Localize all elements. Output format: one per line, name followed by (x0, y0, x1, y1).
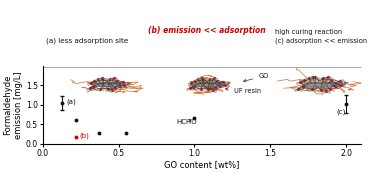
Polygon shape (96, 83, 131, 85)
Polygon shape (191, 84, 226, 87)
Text: UF resin: UF resin (225, 88, 261, 94)
Text: (b): (b) (80, 133, 90, 139)
Text: HCHO: HCHO (176, 119, 197, 125)
Polygon shape (91, 84, 126, 87)
Text: (a) less adsorption site: (a) less adsorption site (46, 37, 128, 44)
Polygon shape (194, 83, 229, 86)
Text: (a): (a) (66, 99, 76, 105)
Text: (c): (c) (336, 109, 346, 115)
Text: (b) emission << adsorption: (b) emission << adsorption (148, 25, 265, 34)
Text: GO: GO (243, 73, 269, 82)
Polygon shape (300, 84, 343, 87)
Polygon shape (93, 83, 129, 86)
Text: (c) adsorption << emission: (c) adsorption << emission (276, 37, 367, 44)
X-axis label: GO content [wt%]: GO content [wt%] (164, 161, 240, 170)
Polygon shape (303, 83, 346, 86)
Polygon shape (306, 82, 349, 85)
Polygon shape (196, 83, 231, 85)
Y-axis label: Formaldehyde
emission [mg/L]: Formaldehyde emission [mg/L] (3, 71, 23, 139)
Text: high curing reaction: high curing reaction (276, 29, 342, 34)
